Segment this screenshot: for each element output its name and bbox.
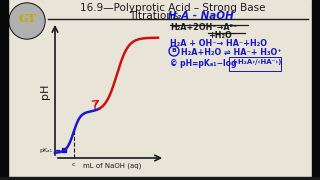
Text: (‹H₂A›/‹HA⁻›): (‹H₂A›/‹HA⁻›)	[232, 59, 281, 65]
FancyBboxPatch shape	[62, 148, 66, 152]
Text: H₂A - NaOH: H₂A - NaOH	[168, 11, 234, 21]
Text: +H₂O: +H₂O	[208, 31, 232, 40]
Circle shape	[10, 4, 44, 38]
Text: H₂A+H₂O ⇌ HA⁻+ H₃O⁺: H₂A+H₂O ⇌ HA⁻+ H₃O⁺	[181, 48, 282, 57]
Text: B: B	[172, 48, 176, 53]
Text: Titrations: Titrations	[129, 11, 181, 21]
Text: H₂A + OH⁻→ HA⁻+H₂O: H₂A + OH⁻→ HA⁻+H₂O	[170, 39, 267, 48]
Text: GT: GT	[18, 12, 36, 24]
Text: H₂A+2OH⁻→A²⁻: H₂A+2OH⁻→A²⁻	[170, 23, 237, 32]
Text: mL of NaOH (aq): mL of NaOH (aq)	[83, 163, 142, 169]
Text: pKₐ₁: pKₐ₁	[40, 148, 53, 153]
Text: c: c	[72, 162, 75, 167]
Circle shape	[9, 3, 45, 39]
Text: pH: pH	[40, 84, 50, 99]
Text: 16.9—Polyprotic Acid – Strong Base: 16.9—Polyprotic Acid – Strong Base	[80, 3, 266, 13]
Text: © pH=pKₐ₁−log: © pH=pKₐ₁−log	[170, 59, 236, 68]
